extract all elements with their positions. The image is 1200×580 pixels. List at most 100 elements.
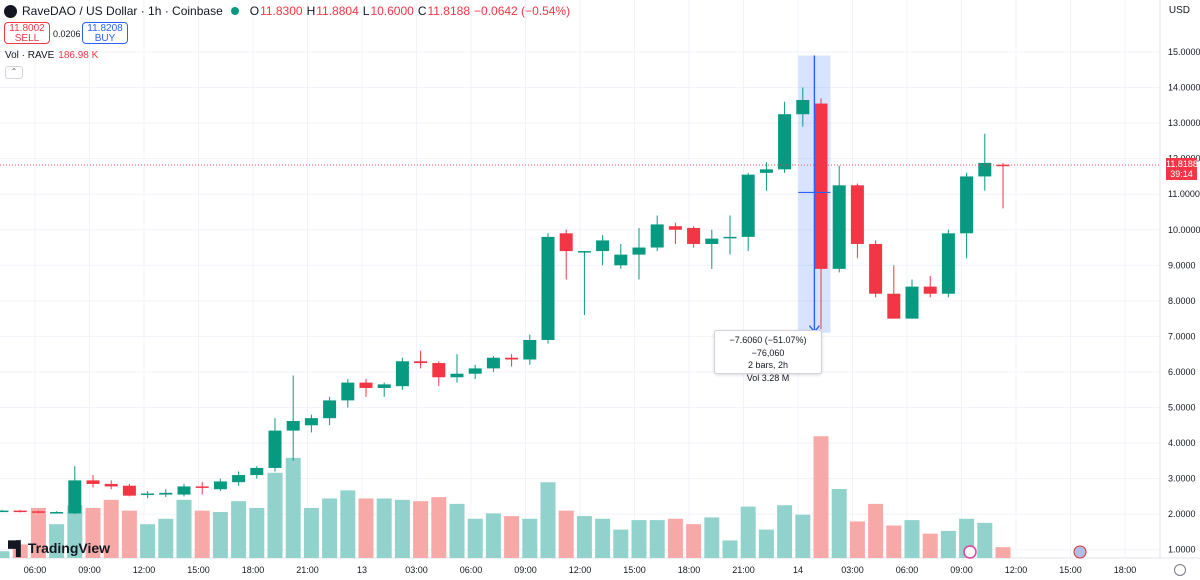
candle-body bbox=[523, 339, 537, 360]
market-status-icon bbox=[230, 7, 239, 15]
volume-bar bbox=[613, 529, 629, 558]
price-axis-label: 8.0000 bbox=[1168, 296, 1196, 306]
volume-bar bbox=[522, 518, 538, 558]
time-axis-label: 13 bbox=[357, 565, 367, 575]
flag-marker-icon bbox=[1073, 545, 1087, 559]
buy-price: 11.8208 bbox=[87, 23, 123, 34]
volume-bar bbox=[995, 547, 1011, 558]
volume-bar bbox=[285, 457, 301, 558]
time-axis-label: 12:00 bbox=[569, 565, 592, 575]
volume-bar bbox=[795, 514, 811, 558]
candle-body bbox=[850, 185, 864, 244]
volume-bar bbox=[376, 498, 392, 558]
candle-body bbox=[159, 492, 173, 495]
candle-body bbox=[468, 368, 482, 374]
candle-body bbox=[432, 363, 446, 378]
time-axis-label: 21:00 bbox=[296, 565, 319, 575]
candle-body bbox=[359, 382, 373, 388]
volume-bar bbox=[176, 499, 192, 558]
candle-body bbox=[759, 169, 773, 173]
candle-body bbox=[450, 373, 464, 378]
candle-body bbox=[941, 233, 955, 294]
candle-body bbox=[869, 243, 883, 294]
volume-bar bbox=[631, 520, 647, 558]
volume-bar bbox=[886, 525, 902, 558]
buy-label: BUY bbox=[94, 33, 116, 44]
sell-button[interactable]: 11.8002 SELL bbox=[4, 22, 50, 44]
volume-bar bbox=[977, 522, 993, 558]
candle-body bbox=[723, 236, 737, 239]
candle-body bbox=[50, 512, 64, 514]
volume-bar bbox=[12, 544, 28, 558]
candle-body bbox=[614, 254, 628, 266]
candle-body bbox=[705, 238, 719, 244]
price-axis-label: 15.0000 bbox=[1168, 47, 1200, 57]
candle-body bbox=[177, 486, 191, 495]
volume-bar bbox=[85, 507, 101, 558]
time-axis-label: 06:00 bbox=[460, 565, 483, 575]
volume-bar bbox=[595, 518, 611, 558]
candle-body bbox=[104, 483, 118, 487]
time-axis-label: 15:00 bbox=[187, 565, 210, 575]
volume-bar bbox=[777, 505, 793, 558]
close-label: C bbox=[417, 4, 427, 18]
symbol-logo-icon bbox=[4, 4, 17, 18]
sell-price: 11.8002 bbox=[9, 23, 45, 34]
candle-body bbox=[68, 480, 82, 514]
candle-body bbox=[668, 226, 682, 230]
buy-button[interactable]: 11.8208 BUY bbox=[82, 22, 128, 44]
candle-body bbox=[213, 481, 227, 490]
candle-body bbox=[960, 176, 974, 234]
candle-body bbox=[122, 485, 136, 496]
candle-body bbox=[0, 510, 9, 513]
watermark-text: TradingView bbox=[27, 540, 111, 556]
open-label: O bbox=[249, 4, 260, 18]
candle-body bbox=[414, 361, 428, 364]
candle-body bbox=[814, 103, 828, 269]
candle-body bbox=[86, 480, 100, 484]
candle-body bbox=[486, 357, 500, 369]
volume-bar bbox=[267, 472, 283, 558]
symbol-title[interactable]: RaveDAO / US Dollar · 1h · Coinbase bbox=[22, 4, 223, 18]
currency-selector[interactable]: USD bbox=[1168, 5, 1190, 16]
time-axis-label: 18:00 bbox=[242, 565, 265, 575]
change-value: −0.0642 (−0.54%) bbox=[474, 4, 571, 18]
candle-body bbox=[778, 114, 792, 170]
candle-body bbox=[377, 384, 391, 388]
candle-body bbox=[286, 421, 300, 431]
symbol-header: RaveDAO / US Dollar · 1h · Coinbase O 11.… bbox=[4, 3, 570, 19]
volume-bar bbox=[67, 505, 83, 558]
volume-legend[interactable]: Vol · RAVE 186.98 K bbox=[5, 50, 98, 61]
volume-name: Vol · RAVE bbox=[5, 50, 55, 61]
volume-bar bbox=[667, 518, 683, 558]
volume-bar bbox=[704, 517, 720, 558]
price-axis-label: 2.0000 bbox=[1168, 509, 1196, 519]
price-axis-label: 3.0000 bbox=[1168, 474, 1196, 484]
time-axis-label: 12:00 bbox=[1005, 565, 1028, 575]
measure-tooltip: −7.6060 (−51.07%) −76,060 2 bars, 2h Vol… bbox=[714, 330, 822, 383]
candle-body bbox=[141, 493, 155, 496]
candle-body bbox=[596, 240, 610, 252]
sell-label: SELL bbox=[14, 33, 40, 44]
tradingview-watermark[interactable]: ▀▌ TradingView bbox=[8, 540, 110, 556]
time-axis-label: 03:00 bbox=[841, 565, 864, 575]
volume-bar bbox=[194, 510, 210, 558]
price-axis-label: 10.0000 bbox=[1168, 225, 1200, 235]
volume-bar bbox=[249, 507, 265, 558]
candle-body bbox=[395, 361, 409, 387]
price-axis-label: 6.0000 bbox=[1168, 367, 1196, 377]
settings-icon[interactable] bbox=[1174, 564, 1186, 576]
event-marker-icon bbox=[963, 545, 977, 559]
candle-body bbox=[268, 430, 282, 468]
collapse-legend-button[interactable]: ⌃ bbox=[5, 66, 23, 79]
high-label: H bbox=[306, 4, 316, 18]
time-axis-label: 06:00 bbox=[24, 565, 47, 575]
candle-body bbox=[577, 251, 591, 253]
volume-bar bbox=[358, 498, 374, 558]
volume-bar bbox=[558, 510, 574, 558]
volume-bar bbox=[49, 524, 65, 558]
low-label: L bbox=[362, 4, 370, 18]
time-axis-label: 12:00 bbox=[133, 565, 156, 575]
volume-bar bbox=[813, 436, 829, 558]
